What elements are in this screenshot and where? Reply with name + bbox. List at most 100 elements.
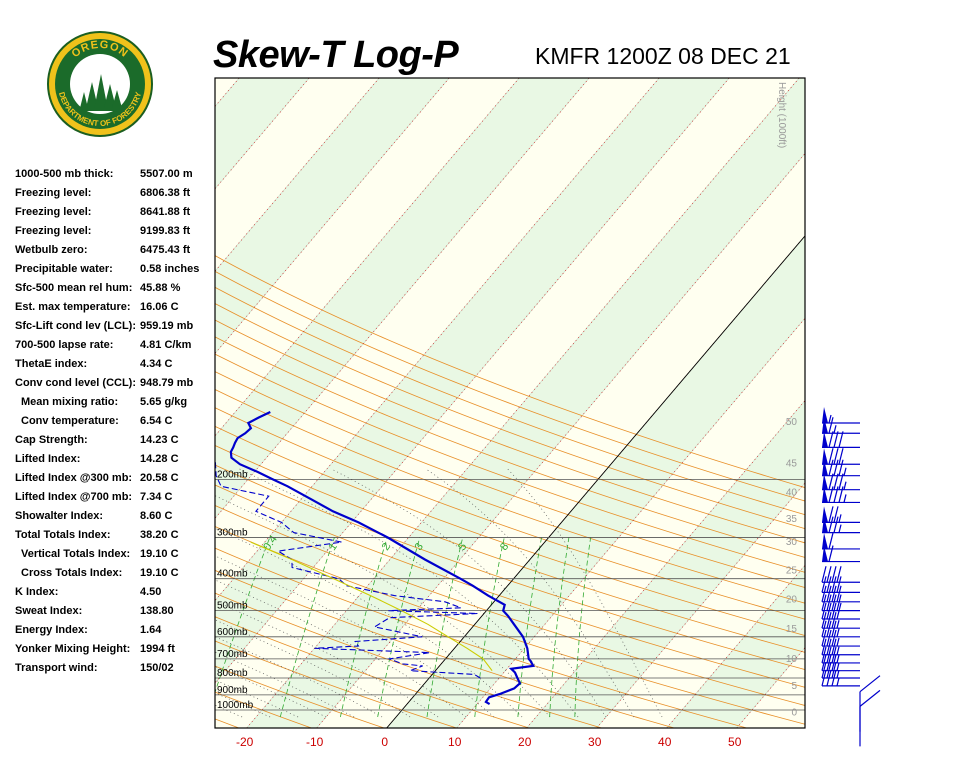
pressure-label: 700mb: [217, 649, 248, 660]
wind-barb-full: [836, 594, 842, 611]
wind-barb-full: [821, 629, 827, 647]
wind-barb-full: [833, 448, 839, 465]
station-time-label: KMFR 1200Z 08 DEC 21: [535, 43, 791, 69]
wind-barb-pennant: [822, 506, 828, 523]
dry-adiabat: [215, 286, 805, 516]
index-value: 19.10 C: [140, 548, 179, 560]
wind-barb-full: [831, 576, 837, 593]
index-value: 8641.88 ft: [140, 206, 191, 218]
temperature-tick-label: -20: [236, 735, 254, 749]
wind-barb-pennant: [822, 486, 828, 503]
wind-barb-half: [836, 628, 840, 637]
moist-adiabat: [215, 495, 551, 718]
index-value: 8.60 C: [140, 510, 173, 522]
wind-barb-full: [828, 473, 834, 490]
height-tick-label: 35: [786, 514, 798, 525]
index-value: 45.88 %: [140, 282, 181, 294]
index-value: 4.34 C: [140, 358, 173, 370]
plot-frame: [214, 77, 806, 729]
index-value: 16.06 C: [140, 301, 179, 313]
wind-barb-full: [821, 566, 827, 583]
moist-adiabat: [331, 468, 607, 718]
dry-adiabat: [215, 319, 805, 544]
index-label: Conv temperature:: [21, 415, 119, 427]
isotherm-line: [215, 78, 590, 519]
index-value: 1.64: [140, 624, 162, 636]
index-value: 6475.43 ft: [140, 244, 191, 256]
wind-barb-pennant: [822, 431, 828, 448]
wind-barb-full: [828, 545, 834, 562]
index-label: K Index:: [15, 586, 59, 598]
isotherm-line: [807, 78, 960, 728]
wind-barb-full: [828, 431, 834, 448]
mixing-ratio-label: 5: [456, 541, 469, 553]
isotherm-line: [215, 78, 380, 272]
wind-barb-half: [836, 662, 840, 671]
wind-barb: [822, 506, 860, 523]
wind-barb-full: [826, 585, 832, 602]
index-label: Sfc-500 mean rel hum:: [15, 282, 133, 294]
wind-barb-half: [843, 494, 847, 503]
wind-barb-full: [828, 532, 834, 550]
wind-barb-full: [828, 448, 834, 465]
wind-barb-full: [821, 594, 827, 611]
dry-adiabat: [215, 388, 805, 604]
wind-barb-pennant: [822, 545, 828, 562]
index-label: Vertical Totals Index:: [21, 548, 131, 560]
index-value: 7.34 C: [140, 491, 173, 503]
index-value: 14.23 C: [140, 434, 179, 446]
temperature-tick-label: 30: [588, 735, 602, 749]
dry-adiabat: [215, 569, 675, 728]
index-label: Freezing level:: [15, 187, 92, 199]
wind-barb-full: [826, 629, 832, 647]
isotherm-line: [0, 78, 169, 728]
wind-barb-half: [828, 414, 832, 424]
wind-barb-full: [836, 576, 842, 593]
mixing-ratio-line: [517, 537, 542, 718]
wind-barb: [821, 585, 860, 603]
mixing-ratio-label: 1: [326, 541, 339, 553]
wind-barb: [821, 661, 860, 679]
mixing-ratio-line: [215, 537, 271, 694]
moist-adiabat: [215, 692, 271, 718]
index-value: 9199.83 ft: [140, 225, 191, 237]
wind-barb-full: [833, 516, 839, 533]
pressure-label: 500mb: [217, 601, 248, 612]
wind-barb-full: [838, 459, 844, 476]
wind-barb-full: [821, 585, 827, 602]
chart-title: Skew-T Log-P: [213, 34, 459, 76]
index-label: Freezing level:: [15, 206, 92, 218]
dry-adiabat: [215, 718, 240, 728]
wind-barb: [821, 638, 860, 656]
index-label: Mean mixing ratio:: [21, 396, 119, 408]
wind-barb: [859, 675, 881, 732]
isotherm-line: [215, 78, 730, 684]
wind-barb: [822, 473, 860, 491]
wind-barb: [822, 459, 860, 477]
index-value: 19.10 C: [140, 567, 179, 579]
wind-barb-full: [836, 566, 842, 583]
wind-barb-full: [838, 473, 844, 490]
isotherm-line: [215, 78, 310, 190]
wind-barb-full: [828, 506, 834, 523]
moist-adiabat: [215, 704, 243, 718]
dry-adiabat: [215, 255, 805, 489]
height-axis-label: Height (1000ft): [776, 82, 787, 148]
wind-barb: [822, 545, 860, 563]
wind-barb-half: [836, 637, 840, 647]
wind-barb-half: [836, 646, 840, 655]
pressure-label: 300mb: [217, 527, 248, 538]
mixing-ratio-line: [279, 537, 335, 718]
wind-barb-flag: [859, 675, 881, 693]
height-tick-label: 45: [786, 459, 798, 470]
index-label: Sweat Index:: [15, 605, 83, 617]
index-label: Conv cond level (CCL):: [15, 377, 137, 389]
wind-barb-full: [831, 566, 837, 583]
isotherm-line: [526, 400, 805, 728]
index-value: 5.65 g/kg: [140, 396, 188, 408]
wind-barb: [822, 486, 860, 504]
index-label: Energy Index:: [15, 624, 88, 636]
wind-barb-full: [826, 638, 832, 655]
index-label: Wetbulb zero:: [15, 244, 88, 256]
index-label: Yonker Mixing Height:: [15, 643, 131, 655]
